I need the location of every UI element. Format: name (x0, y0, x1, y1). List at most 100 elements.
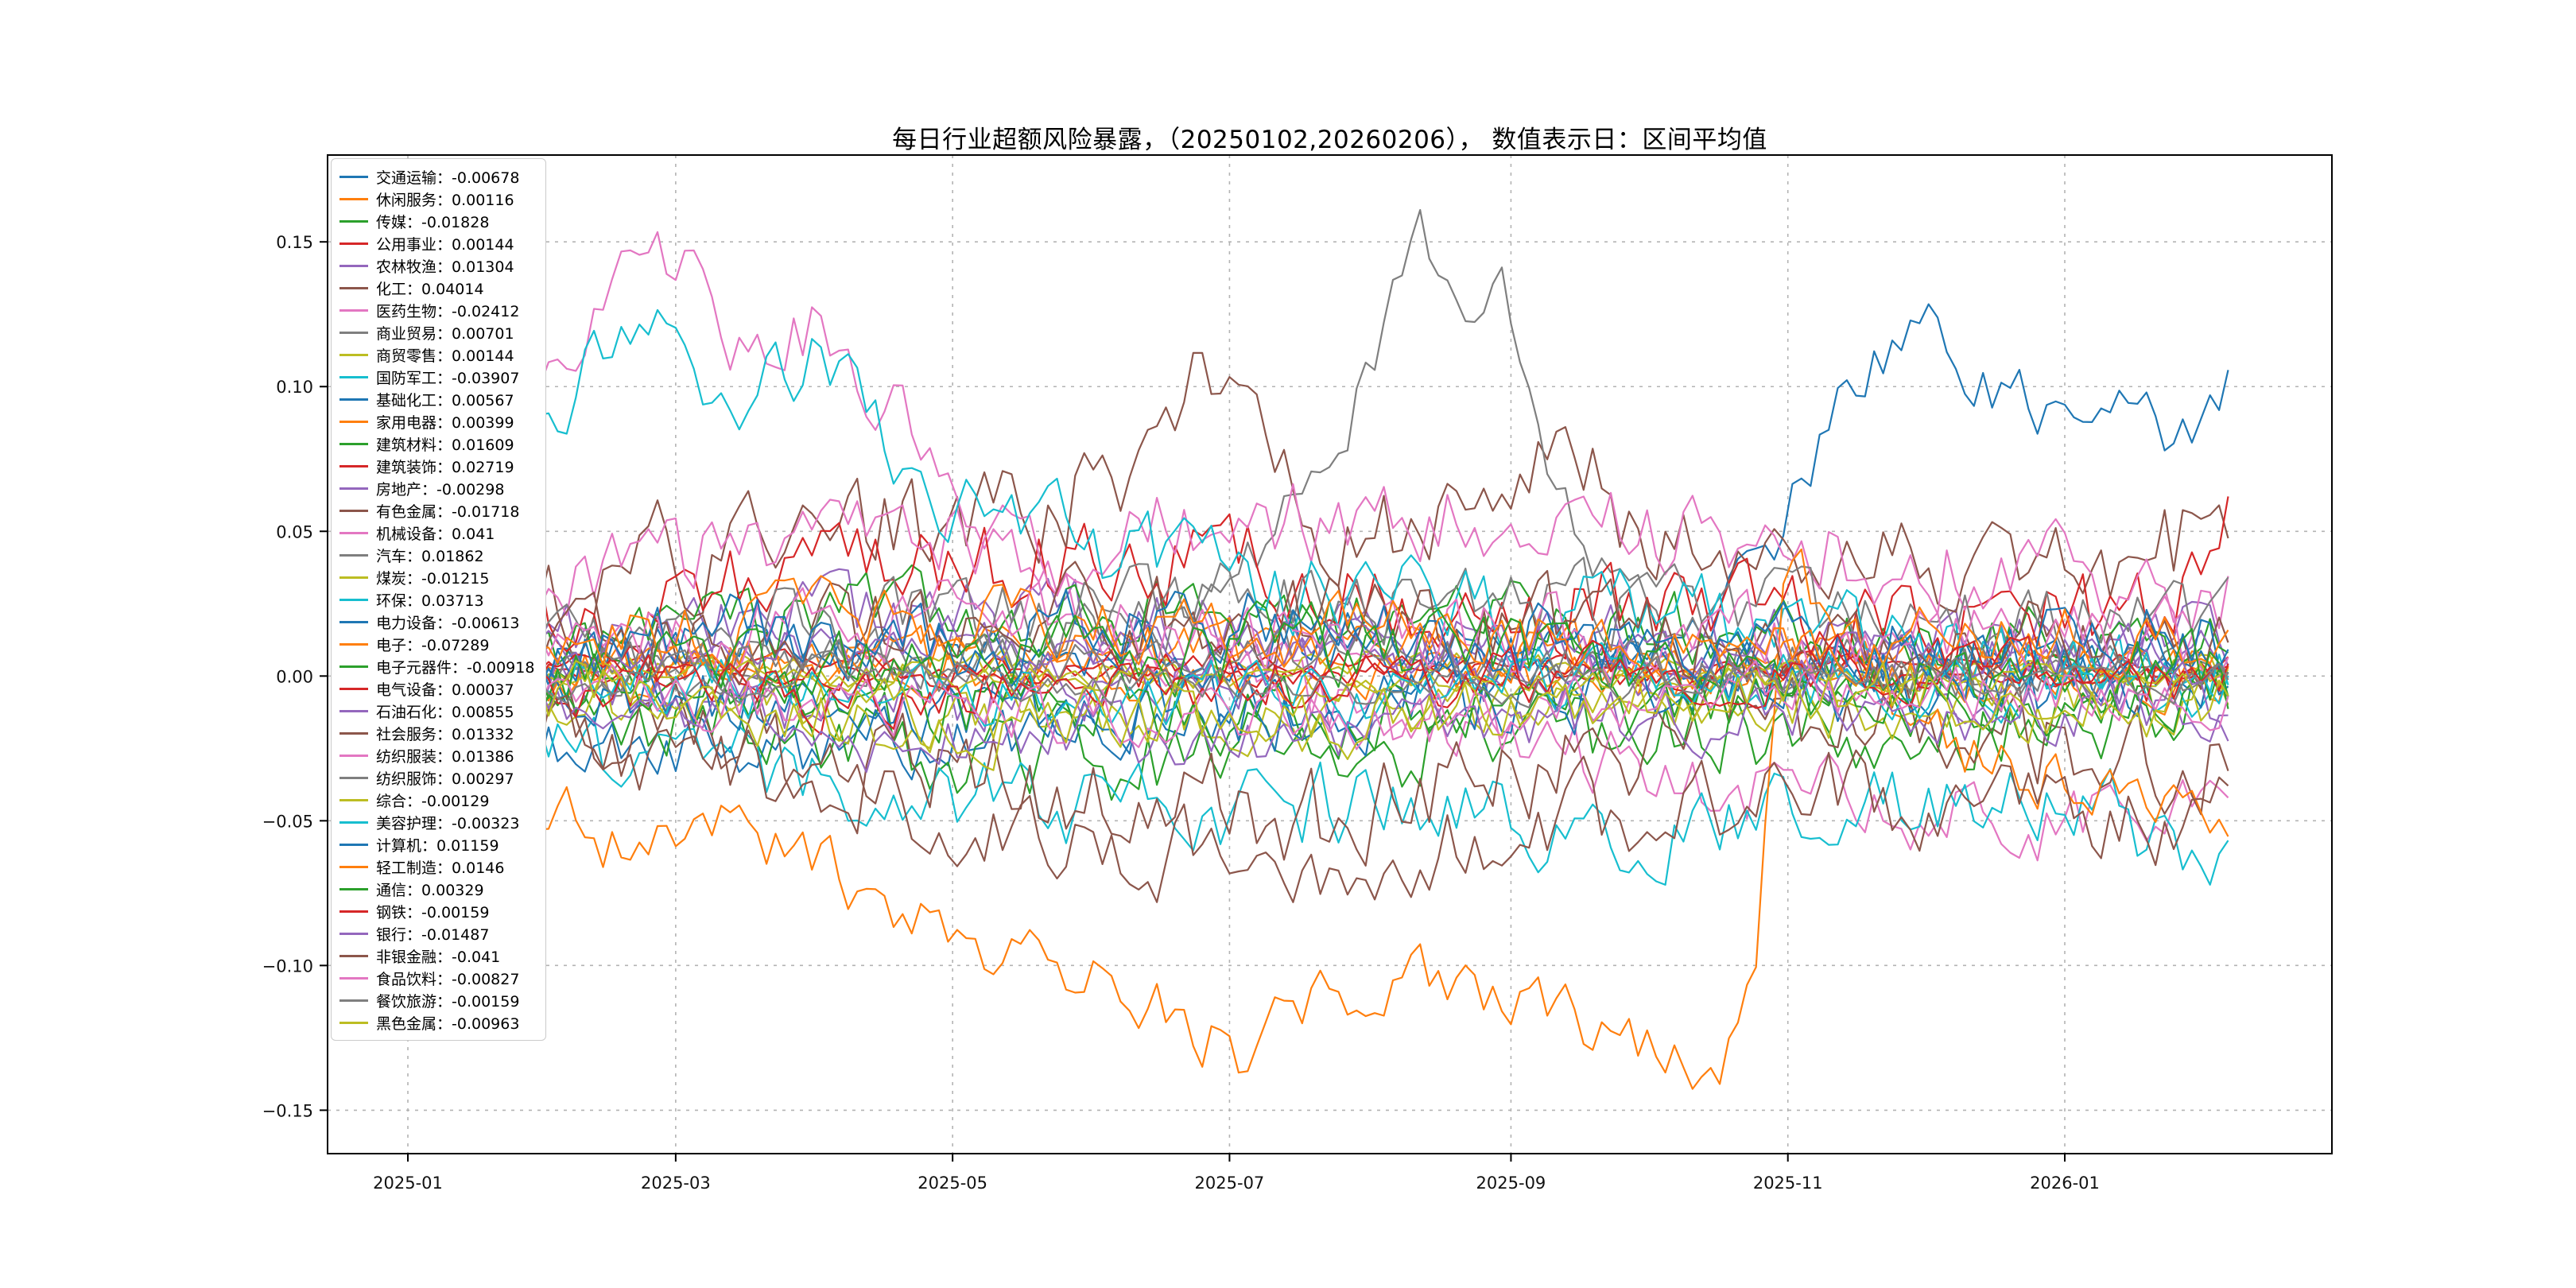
legend-label: 休闲服务：0.00116 (376, 191, 514, 209)
legend-line-sample (339, 219, 368, 223)
legend-label: 汽车：0.01862 (376, 547, 484, 565)
legend-item: 电气设备：0.00037 (339, 677, 534, 700)
legend-item: 基础化工：0.00567 (339, 388, 534, 410)
legend-line-sample (339, 776, 368, 779)
legend-item: 煤炭：-0.01215 (339, 566, 534, 588)
x-tick-label: 2025-01 (373, 1174, 443, 1193)
legend-label: 国防军工：-0.03907 (376, 369, 520, 387)
legend-line-sample (339, 865, 368, 868)
legend-line-sample (339, 709, 368, 712)
legend-line-sample (339, 887, 368, 890)
legend-label: 家用电器：0.00399 (376, 413, 514, 432)
x-tick-label: 2025-03 (641, 1174, 711, 1193)
legend-label: 黑色金属：-0.00963 (376, 1014, 520, 1033)
legend-line-sample (339, 286, 368, 289)
legend-label: 机械设备：0.041 (376, 525, 495, 543)
legend-line-sample (339, 464, 368, 467)
legend-line-sample (339, 398, 368, 401)
legend-label: 餐饮旅游：-0.00159 (376, 992, 520, 1011)
legend-line-sample (339, 197, 368, 200)
legend-item: 机械设备：0.041 (339, 522, 534, 544)
legend-line-sample (339, 843, 368, 846)
y-tick-label: 0.15 (276, 233, 313, 252)
legend-item: 通信：0.00329 (339, 878, 534, 900)
legend-item: 汽车：0.01862 (339, 544, 534, 566)
legend-item: 电子元器件：-0.00918 (339, 655, 534, 677)
series-line-2 (411, 645, 2229, 801)
series-line-35 (411, 685, 2229, 903)
legend-label: 基础化工：0.00567 (376, 391, 514, 409)
legend-line-sample (339, 999, 368, 1002)
y-tick-label: 0.00 (276, 667, 313, 686)
legend-line-sample (339, 531, 368, 534)
legend-item: 轻工制造：0.0146 (339, 855, 534, 878)
legend-line-sample (339, 798, 368, 801)
plot-border (327, 154, 2333, 1154)
legend-item: 商贸零售：0.00144 (339, 343, 534, 366)
series-line-15 (411, 660, 2229, 867)
legend-item: 化工：0.04014 (339, 277, 534, 299)
legend-item: 石油石化：0.00855 (339, 700, 534, 722)
x-tick-label: 2026-01 (2030, 1174, 2100, 1193)
legend-item: 建筑装饰：0.02719 (339, 455, 534, 477)
legend-line-sample (339, 976, 368, 980)
legend-label: 通信：0.00329 (376, 881, 484, 899)
legend-label: 医药生物：-0.02412 (376, 302, 520, 320)
legend-label: 纺织服装：0.01386 (376, 747, 514, 766)
legend-label: 环保：0.03713 (376, 592, 484, 610)
legend-label: 综合：-0.00129 (376, 792, 490, 810)
legend-item: 环保：0.03713 (339, 588, 534, 611)
legend-item: 有色金属：-0.01718 (339, 499, 534, 522)
legend-label: 农林牧渔：0.01304 (376, 258, 514, 276)
legend-line-sample (339, 353, 368, 356)
series-line-0 (412, 303, 2229, 781)
legend-item: 黑色金属：-0.00963 (339, 1011, 534, 1034)
legend: 交通运输：-0.00678 休闲服务：0.00116 传媒：-0.01828 公用事业… (331, 158, 547, 1041)
legend-label: 商业贸易：0.00701 (376, 324, 514, 343)
series-line-38 (411, 639, 2229, 771)
legend-line-sample (339, 308, 368, 312)
legend-line-sample (339, 731, 368, 735)
x-tick-label: 2025-07 (1195, 1174, 1265, 1193)
series-line-34 (411, 659, 2229, 774)
y-tick-label: 0.10 (276, 378, 313, 397)
legend-line-sample (339, 620, 368, 623)
legend-item: 银行：-0.01487 (339, 922, 534, 945)
legend-label: 电力设备：-0.00613 (376, 614, 520, 632)
legend-line-sample (339, 932, 368, 935)
legend-item: 家用电器：0.00399 (339, 410, 534, 433)
legend-line-sample (339, 954, 368, 957)
legend-label: 电子元器件：-0.00918 (376, 658, 535, 677)
legend-line-sample (339, 576, 368, 579)
x-tick-label: 2025-05 (918, 1174, 987, 1193)
legend-item: 传媒：-0.01828 (339, 210, 534, 232)
legend-label: 石油石化：0.00855 (376, 703, 514, 721)
legend-item: 休闲服务：0.00116 (339, 188, 534, 210)
legend-item: 餐饮旅游：-0.00159 (339, 989, 534, 1011)
y-tick-label: −0.10 (262, 956, 313, 976)
legend-item: 纺织服饰：0.00297 (339, 766, 534, 789)
legend-line-sample (339, 1021, 368, 1024)
legend-label: 纺织服饰：0.00297 (376, 770, 514, 788)
legend-label: 食品饮料：-0.00827 (376, 970, 520, 988)
chart-title: 每日行业超额风险暴露，（20250102,20260206）， 数值表示日：区间… (892, 126, 1767, 154)
series-line-36 (411, 657, 2229, 751)
series-line-5 (411, 351, 2229, 689)
legend-item: 国防军工：-0.03907 (339, 366, 534, 388)
series-line-24 (411, 615, 2229, 696)
series-line-21 (411, 548, 2229, 1090)
legend-item: 商业贸易：0.00701 (339, 321, 534, 343)
legend-label: 公用事业：0.00144 (376, 235, 514, 254)
legend-label: 煤炭：-0.01215 (376, 569, 490, 588)
legend-item: 非银金融：-0.041 (339, 945, 534, 967)
series-line-16 (411, 483, 2229, 648)
legend-label: 社会服务：0.01332 (376, 725, 514, 743)
legend-item: 交通运输：-0.00678 (339, 165, 534, 188)
legend-item: 房地产：-0.00298 (339, 477, 534, 499)
legend-line-sample (339, 821, 368, 824)
legend-label: 非银金融：-0.041 (376, 948, 501, 966)
legend-item: 计算机：0.01159 (339, 833, 534, 855)
x-tick-label: 2025-09 (1476, 1174, 1546, 1193)
